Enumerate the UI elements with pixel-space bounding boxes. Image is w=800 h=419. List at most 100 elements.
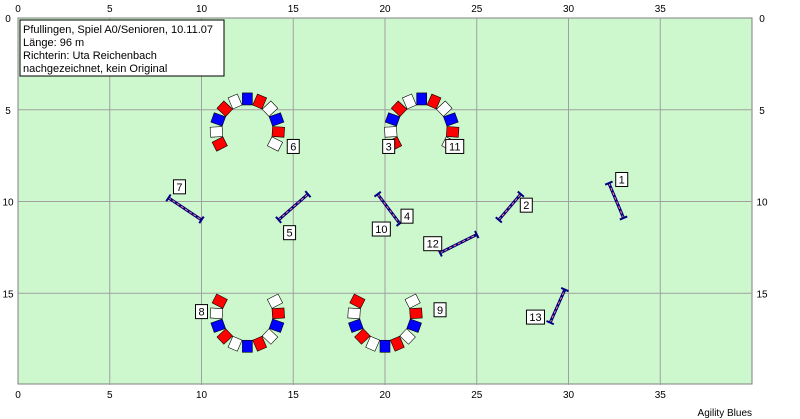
tunnel-segment	[402, 93, 417, 110]
y-axis-label-right: 15	[756, 289, 768, 300]
x-axis-label-bottom: 0	[15, 390, 21, 401]
number-text: 12	[427, 239, 439, 251]
tunnel-segment	[446, 126, 460, 138]
number-text: 6	[290, 141, 296, 153]
jump-wing	[517, 190, 525, 198]
y-axis-label-right: 10	[756, 198, 768, 209]
y-axis-label-left: 5	[5, 106, 11, 117]
x-axis-label-bottom: 35	[655, 390, 667, 401]
obstacle-number-10: 10	[371, 221, 391, 237]
tunnel-segment	[348, 318, 364, 333]
number-text: 2	[523, 200, 529, 212]
tunnel-segment	[365, 335, 381, 352]
jump-number-2: 2	[519, 197, 533, 213]
tunnel-segment	[268, 318, 285, 333]
jump-13	[546, 287, 569, 326]
x-axis-label-top: 20	[379, 4, 391, 15]
tunnel-segment	[266, 293, 284, 309]
tunnel-number-6: 6	[286, 138, 300, 154]
jump-bar	[498, 193, 522, 221]
tunnel-segment	[443, 112, 459, 127]
tunnel-segment	[384, 112, 401, 127]
number-box	[519, 197, 533, 213]
jump-wing	[495, 216, 503, 224]
x-axis-label-bottom: 15	[288, 390, 300, 401]
y-axis-label-right: 0	[759, 14, 765, 25]
info-line-2: Länge: 96 m	[23, 37, 84, 49]
jump-bar	[168, 197, 202, 221]
x-axis-label-bottom: 5	[107, 390, 113, 401]
jump-12	[437, 230, 480, 257]
x-axis-label-bottom: 20	[379, 390, 391, 401]
x-axis-label-top: 25	[471, 4, 483, 15]
tunnel-segment	[210, 112, 226, 127]
jump-number-1: 1	[615, 171, 629, 187]
info-line-4: nachgezeichnet, kein Original	[23, 63, 167, 75]
jump-wing	[546, 320, 555, 326]
jump-wing	[165, 193, 172, 202]
jump-bar	[549, 289, 566, 323]
tunnel-number-9: 9	[433, 302, 447, 318]
jump-2	[495, 190, 525, 224]
x-axis-label-bottom: 30	[563, 390, 575, 401]
number-box	[525, 309, 545, 325]
number-text: 4	[404, 211, 410, 223]
tunnel-segment	[211, 136, 228, 152]
credit-label: Agility Blues	[698, 408, 752, 419]
tunnel-segment	[252, 335, 268, 352]
y-axis-label-left: 10	[2, 198, 14, 209]
tunnel-segment	[404, 293, 421, 309]
tunnel-segment	[211, 293, 228, 309]
tunnel-segment	[416, 92, 428, 106]
y-axis-label-right: 5	[759, 106, 765, 117]
tunnel-segment	[266, 136, 284, 152]
tunnel-segment	[210, 318, 226, 333]
x-axis-label-top: 10	[196, 4, 208, 15]
tunnel-segment	[271, 126, 285, 138]
number-text: 11	[449, 141, 460, 153]
x-axis-label-top: 35	[655, 4, 667, 15]
obstacle-number-3: 3	[382, 138, 396, 154]
tunnel-segment	[268, 112, 285, 127]
tunnel-9	[347, 293, 423, 353]
number-box	[195, 304, 208, 320]
tunnel-8	[209, 293, 285, 353]
jump-wing	[198, 215, 205, 224]
tunnel-segment	[379, 339, 391, 353]
number-text: 10	[375, 224, 387, 236]
tunnel-segment	[261, 100, 279, 117]
number-box	[283, 225, 297, 241]
number-box	[371, 221, 391, 237]
jump-number-7: 7	[172, 179, 186, 195]
tunnel-segment	[384, 126, 398, 138]
jump-number-13: 13	[525, 309, 545, 325]
jump-bar	[377, 193, 401, 224]
number-box	[615, 171, 629, 187]
tunnel-segment	[209, 307, 224, 320]
number-text: 7	[176, 182, 182, 194]
jump-wing	[619, 215, 628, 221]
number-box	[286, 138, 300, 154]
number-text: 13	[529, 312, 541, 324]
jump-1	[604, 180, 628, 221]
y-axis-label-left: 0	[5, 14, 11, 25]
jump-wing	[373, 190, 382, 198]
number-box	[382, 138, 396, 154]
jump-wing	[275, 216, 282, 224]
jump-5	[275, 190, 312, 224]
x-axis-label-bottom: 25	[471, 390, 483, 401]
tunnel-segment	[252, 93, 268, 110]
tunnel-number-11: 11	[445, 138, 465, 154]
y-axis-label-left: 15	[2, 289, 14, 300]
info-line-1: Pfullingen, Spiel A0/Senioren, 10.11.07	[23, 24, 213, 36]
number-text: 5	[287, 228, 293, 240]
tunnel-segment	[354, 328, 371, 345]
tunnel-segment	[349, 293, 366, 309]
tunnel-segment	[399, 328, 416, 345]
tunnel-segment	[271, 307, 285, 320]
tunnel-segment	[347, 307, 361, 320]
jump-7	[165, 193, 205, 224]
number-box	[433, 302, 447, 318]
tunnel-segment	[216, 328, 233, 345]
